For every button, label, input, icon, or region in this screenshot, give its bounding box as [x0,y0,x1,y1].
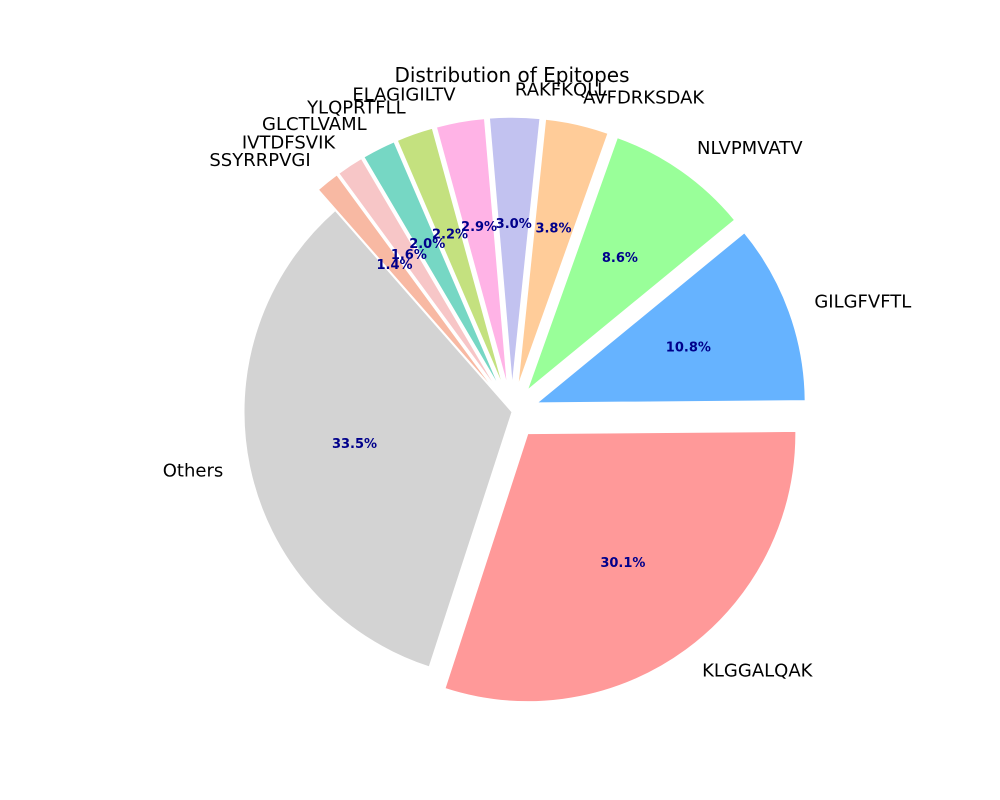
slice-label-rakfkqll: RAKFKQLL [515,79,607,100]
slice-label-ivtdfsvik: IVTDFSVIK [242,132,337,153]
pie-slice-nlvpmvatv [526,137,736,392]
slice-label-nlvpmvatv: NLVPMVATV [697,138,803,159]
pie-slice-ssyrrpvgi [317,174,496,392]
pct-label-klggalqak: 30.1% [600,556,645,571]
pie-slices [243,116,806,703]
pct-label-ssyrrpvgi: 1.4% [377,258,413,273]
slice-label-ssyrrpvgi: SSYRRPVGI [209,150,310,171]
slice-label-elagigiltv: ELAGIGILTV [352,84,456,105]
slice-label-glctlvaml: GLCTLVAML [262,114,367,135]
slice-label-avfdrksdak: AVFDRKSDAK [583,87,705,108]
pct-label-ylqprtfll: 2.2% [432,227,468,242]
slice-label-ylqprtfll: YLQPRTFLL [306,97,406,118]
pie-slice-others [243,209,513,668]
slice-labels: KLGGALQAK GILGFVFTL NLVPMVATV AVFDRKSDAKRAK… [163,79,912,681]
pie-slice-ylqprtfll [396,127,504,387]
pie-slice-klggalqak [444,430,797,703]
pct-label-avfdrksdak: 3.8% [535,222,571,237]
percentage-labels: 30.1% 10.8% 8.6% 3.8%3.0%2.9%2.2%2.0%1.6%1.… [332,217,711,571]
pct-label-gilgfvftl: 10.8% [666,341,711,356]
pie-slice-elagigiltv [435,118,508,386]
pie-slice-rakfkqll [488,116,541,386]
pie-slice-gilgfvftl [535,232,806,404]
pie-slice-avfdrksdak [517,118,609,387]
slice-label-gilgfvftl: GILGFVFTL [814,291,911,312]
pie-slice-glctlvaml [363,141,501,389]
pct-label-ivtdfsvik: 1.6% [391,248,427,263]
slice-label-klggalqak: KLGGALQAK [702,660,814,681]
pie-slice-ivtdfsvik [338,157,498,390]
pct-label-nlvpmvatv: 8.6% [602,251,638,266]
pct-label-rakfkqll: 3.0% [496,217,532,232]
pct-label-elagigiltv: 2.9% [461,220,497,235]
chart-title: Distribution of Epitopes [394,63,629,87]
pct-label-glctlvaml: 2.0% [409,237,445,252]
pct-label-others: 33.5% [332,437,377,452]
slice-label-others: Others [163,460,224,481]
